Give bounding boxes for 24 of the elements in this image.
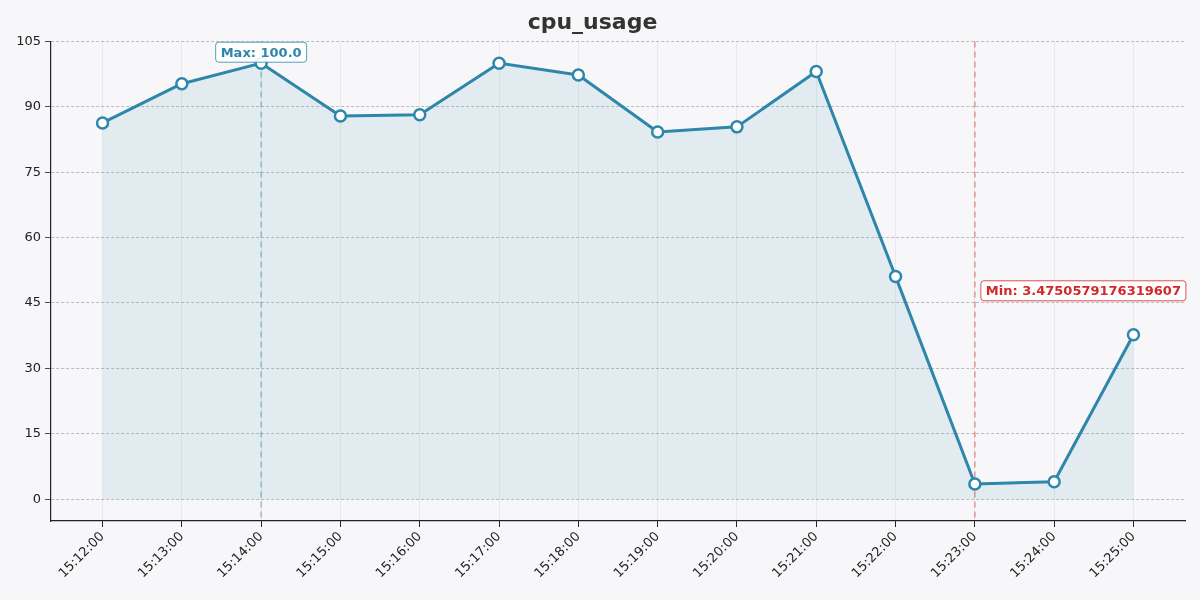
point: [730, 120, 744, 134]
point: [571, 68, 586, 82]
point: [1126, 328, 1141, 342]
y-tick-label: 45: [24, 294, 41, 310]
ref-line-label: Min: 3.4750579176319607: [985, 283, 1181, 299]
point: [888, 269, 903, 284]
point: [492, 56, 506, 70]
point: [968, 477, 982, 491]
point: [809, 64, 823, 79]
point: [333, 109, 348, 123]
y-tick-label: 105: [16, 32, 41, 48]
chart-title: cpu_usage: [527, 8, 658, 34]
point: [650, 125, 665, 139]
point: [1047, 475, 1061, 489]
y-tick-label: 15: [24, 425, 41, 441]
point: [413, 107, 427, 122]
y-tick-label: 30: [24, 359, 41, 375]
y-tick-label: 60: [24, 228, 41, 244]
y-tick-label: 75: [24, 163, 41, 179]
y-tick-label: 90: [24, 98, 41, 114]
point: [95, 116, 110, 130]
y-tick-label: 0: [32, 490, 41, 506]
annotation: Max: 100.0: [220, 44, 302, 60]
point: [175, 76, 189, 91]
